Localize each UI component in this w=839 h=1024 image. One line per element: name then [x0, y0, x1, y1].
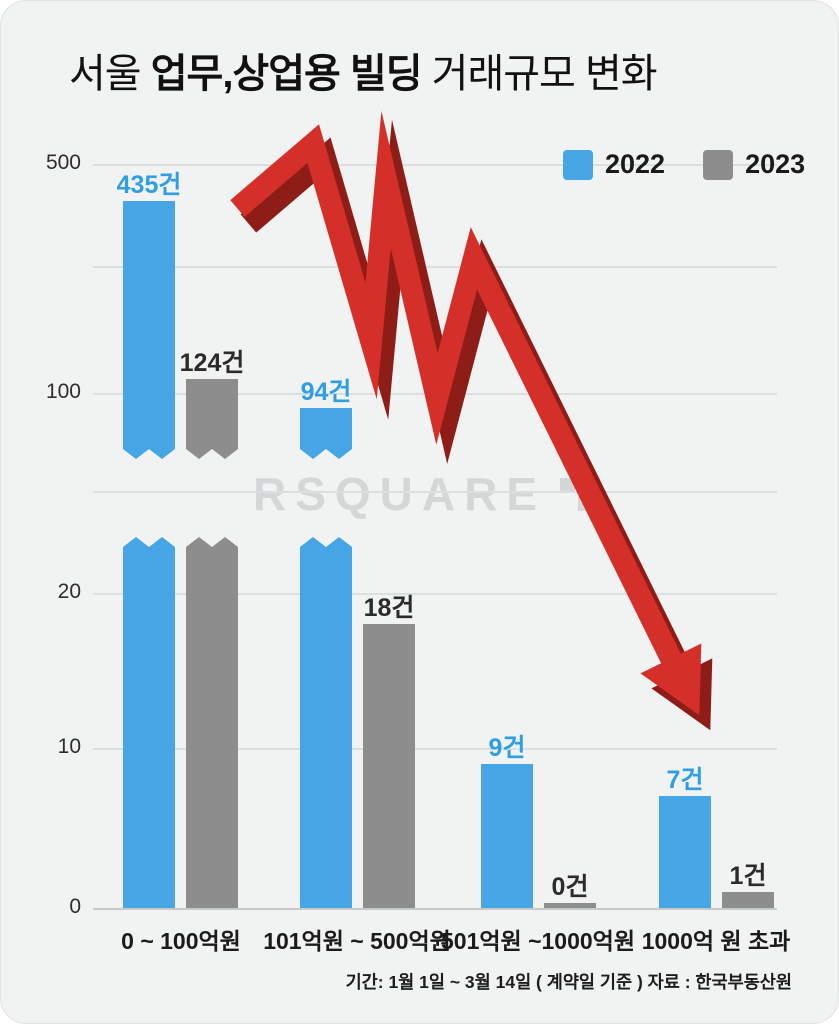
y-tick-label: 100: [45, 380, 81, 403]
bar-2022-0-lower: [123, 537, 175, 908]
title-emphasis: 업무,상업용 빌딩: [150, 52, 423, 96]
bar-value-label: 94건: [300, 378, 352, 406]
y-tick-label: 10: [57, 735, 81, 758]
gridline: [93, 266, 777, 268]
bar-value-label: 435건: [116, 171, 182, 199]
bar-value-label: 9건: [488, 734, 526, 762]
bar-value-label: 124건: [179, 349, 245, 377]
bar-2023-1: [363, 624, 415, 908]
category-label: 101억원 ~ 500억원: [263, 928, 451, 954]
gridline: [93, 908, 777, 910]
legend-swatch-2022: [563, 149, 593, 180]
bar-2022-0-upper: [123, 201, 175, 461]
bar-value-label: 18건: [363, 594, 415, 622]
category-label: 1000억 원 초과: [641, 928, 791, 954]
bar-value-label: 7건: [666, 766, 704, 794]
legend-label-2023: 2023: [745, 149, 806, 179]
bar-2023-0-lower: [186, 537, 238, 908]
bar-2022-3: [659, 796, 711, 908]
bar-2022-1-upper: [300, 408, 352, 461]
bar-value-label: 0건: [551, 873, 589, 901]
legend-label-2022: 2022: [605, 149, 666, 179]
bar-2023-0-upper: [186, 379, 238, 461]
title-prefix: 서울: [69, 52, 151, 96]
bar-value-label: 1건: [729, 862, 767, 890]
category-label: 0 ~ 100억원: [121, 928, 241, 954]
bar-2023-3: [722, 892, 774, 908]
source-note: 기간: 1월 1일 ~ 3월 14일 ( 계약일 기준 ) 자료 : 한국부동산…: [345, 972, 792, 992]
title-suffix: 거래규모 변화: [421, 52, 658, 96]
y-tick-label: 20: [57, 580, 81, 603]
chart-legend: 2022 2023: [563, 149, 805, 180]
page-title: 서울 업무,상업용 빌딩 거래규모 변화: [69, 41, 658, 99]
legend-swatch-2023: [703, 149, 734, 180]
gridline: [93, 491, 777, 493]
gridline: [93, 748, 777, 750]
bar-2022-2: [481, 764, 533, 908]
y-tick-label: 500: [45, 151, 81, 174]
bar-2023-2: [544, 903, 596, 908]
category-label: 501억원 ~1000억원: [440, 928, 635, 954]
y-tick-label: 0: [69, 895, 81, 918]
